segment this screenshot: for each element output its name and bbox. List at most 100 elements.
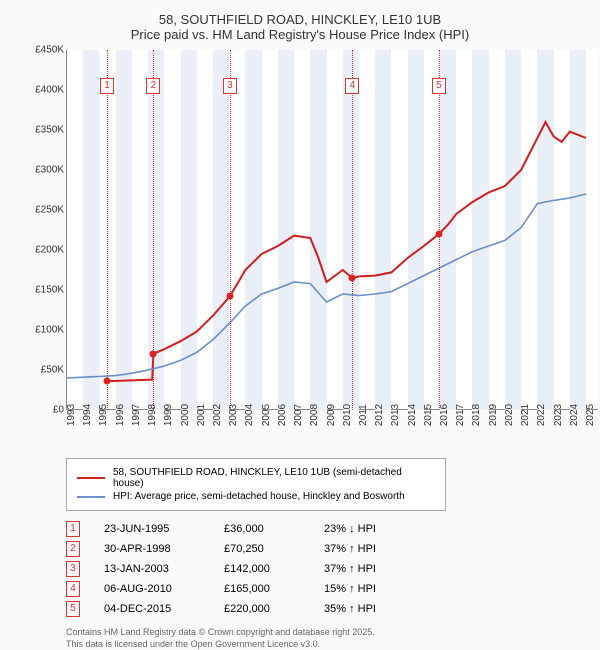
tx-row-pct: 23% ↓ HPI	[324, 523, 424, 535]
tx-row: 1 23-JUN-1995£36,00023% ↓ HPI	[66, 521, 592, 537]
legend-label-price: 58, SOUTHFIELD ROAD, HINCKLEY, LE10 1UB …	[113, 467, 435, 489]
tx-marker: 1	[100, 78, 114, 94]
legend-label-hpi: HPI: Average price, semi-detached house,…	[113, 491, 405, 502]
x-tick-label: 2010	[342, 404, 353, 426]
x-tick-label: 2004	[244, 404, 255, 426]
plot-area: 1 2 3 4 5	[66, 50, 598, 410]
title-block: 58, SOUTHFIELD ROAD, HINCKLEY, LE10 1UB …	[8, 12, 592, 42]
y-tick-label: £450K	[8, 45, 64, 56]
x-tick-label: 2025	[585, 404, 596, 426]
legend-swatch-hpi	[77, 496, 105, 498]
x-tick-label: 2015	[423, 404, 434, 426]
tx-row-pct: 37% ↑ HPI	[324, 543, 424, 555]
x-tick-label: 2002	[212, 404, 223, 426]
x-tick-label: 1994	[82, 404, 93, 426]
x-tick-label: 1998	[147, 404, 158, 426]
footnote: Contains HM Land Registry data © Crown c…	[66, 627, 592, 650]
tx-row-price: £36,000	[224, 523, 324, 535]
tx-row: 2 30-APR-1998£70,25037% ↑ HPI	[66, 541, 592, 557]
tx-point	[104, 378, 111, 385]
tx-point	[349, 275, 356, 282]
tx-row-num: 1	[66, 521, 80, 537]
tx-vline	[352, 50, 353, 410]
tx-row: 4 06-AUG-2010£165,00015% ↑ HPI	[66, 581, 592, 597]
tx-row-num: 2	[66, 541, 80, 557]
page-root: 58, SOUTHFIELD ROAD, HINCKLEY, LE10 1UB …	[0, 0, 600, 650]
tx-vline	[230, 50, 231, 410]
tx-row-date: 13-JAN-2003	[104, 563, 224, 575]
tx-row-date: 30-APR-1998	[104, 543, 224, 555]
x-tick-label: 1997	[131, 404, 142, 426]
x-tick-label: 2008	[309, 404, 320, 426]
legend-swatch-price	[77, 477, 105, 479]
tx-point	[226, 293, 233, 300]
y-tick-label: £200K	[8, 245, 64, 256]
x-tick-label: 2006	[277, 404, 288, 426]
tx-row-pct: 15% ↑ HPI	[324, 583, 424, 595]
series-price_paid	[107, 122, 586, 381]
footnote-line-2: This data is licensed under the Open Gov…	[66, 639, 592, 650]
tx-row-num: 5	[66, 601, 80, 617]
x-tick-label: 2011	[358, 404, 369, 426]
tx-row-price: £142,000	[224, 563, 324, 575]
title-line-2: Price paid vs. HM Land Registry's House …	[8, 27, 592, 42]
x-tick-label: 2021	[520, 404, 531, 426]
tx-marker: 5	[432, 78, 446, 94]
x-tick-label: 2017	[455, 404, 466, 426]
x-tick-label: 2003	[228, 404, 239, 426]
transaction-table: 1 23-JUN-1995£36,00023% ↓ HPI 2 30-APR-1998…	[66, 521, 592, 617]
x-tick-label: 1996	[115, 404, 126, 426]
y-tick-label: £50K	[8, 365, 64, 376]
tx-point	[435, 231, 442, 238]
chart: £0£50K£100K£150K£200K£250K£300K£350K£400…	[38, 50, 598, 450]
tx-row-price: £70,250	[224, 543, 324, 555]
x-tick-label: 2016	[439, 404, 450, 426]
x-tick-label: 2023	[553, 404, 564, 426]
y-tick-label: £250K	[8, 205, 64, 216]
tx-row: 5 04-DEC-2015£220,00035% ↑ HPI	[66, 601, 592, 617]
y-tick-label: £400K	[8, 85, 64, 96]
y-tick-label: £300K	[8, 165, 64, 176]
tx-row-pct: 35% ↑ HPI	[324, 603, 424, 615]
x-tick-label: 2014	[407, 404, 418, 426]
x-tick-label: 2013	[390, 404, 401, 426]
tx-row-price: £220,000	[224, 603, 324, 615]
x-tick-label: 2018	[471, 404, 482, 426]
x-tick-label: 2007	[293, 404, 304, 426]
x-tick-label: 2019	[488, 404, 499, 426]
legend-row-price: 58, SOUTHFIELD ROAD, HINCKLEY, LE10 1UB …	[77, 467, 435, 489]
tx-row-date: 06-AUG-2010	[104, 583, 224, 595]
series-hpi	[67, 194, 586, 378]
series-svg	[67, 50, 599, 410]
tx-marker: 2	[146, 78, 160, 94]
x-tick-label: 2000	[180, 404, 191, 426]
x-tick-label: 2012	[374, 404, 385, 426]
tx-row-num: 4	[66, 581, 80, 597]
legend-row-hpi: HPI: Average price, semi-detached house,…	[77, 491, 435, 502]
y-tick-label: £100K	[8, 325, 64, 336]
y-tick-label: £350K	[8, 125, 64, 136]
x-tick-label: 2022	[536, 404, 547, 426]
x-tick-label: 2001	[196, 404, 207, 426]
x-tick-label: 2009	[326, 404, 337, 426]
x-tick-label: 2020	[504, 404, 515, 426]
tx-row-date: 04-DEC-2015	[104, 603, 224, 615]
tx-row-num: 3	[66, 561, 80, 577]
x-tick-label: 1995	[98, 404, 109, 426]
tx-row-price: £165,000	[224, 583, 324, 595]
tx-row-date: 23-JUN-1995	[104, 523, 224, 535]
x-tick-label: 1999	[163, 404, 174, 426]
tx-vline	[107, 50, 108, 410]
y-tick-label: £150K	[8, 285, 64, 296]
tx-marker: 3	[223, 78, 237, 94]
title-line-1: 58, SOUTHFIELD ROAD, HINCKLEY, LE10 1UB	[8, 12, 592, 27]
legend: 58, SOUTHFIELD ROAD, HINCKLEY, LE10 1UB …	[66, 458, 446, 511]
y-tick-label: £0	[8, 405, 64, 416]
tx-marker: 4	[345, 78, 359, 94]
x-tick-label: 2005	[261, 404, 272, 426]
x-tick-label: 2024	[569, 404, 580, 426]
tx-point	[150, 350, 157, 357]
tx-row-pct: 37% ↑ HPI	[324, 563, 424, 575]
footnote-line-1: Contains HM Land Registry data © Crown c…	[66, 627, 592, 639]
x-tick-label: 1993	[66, 404, 77, 426]
